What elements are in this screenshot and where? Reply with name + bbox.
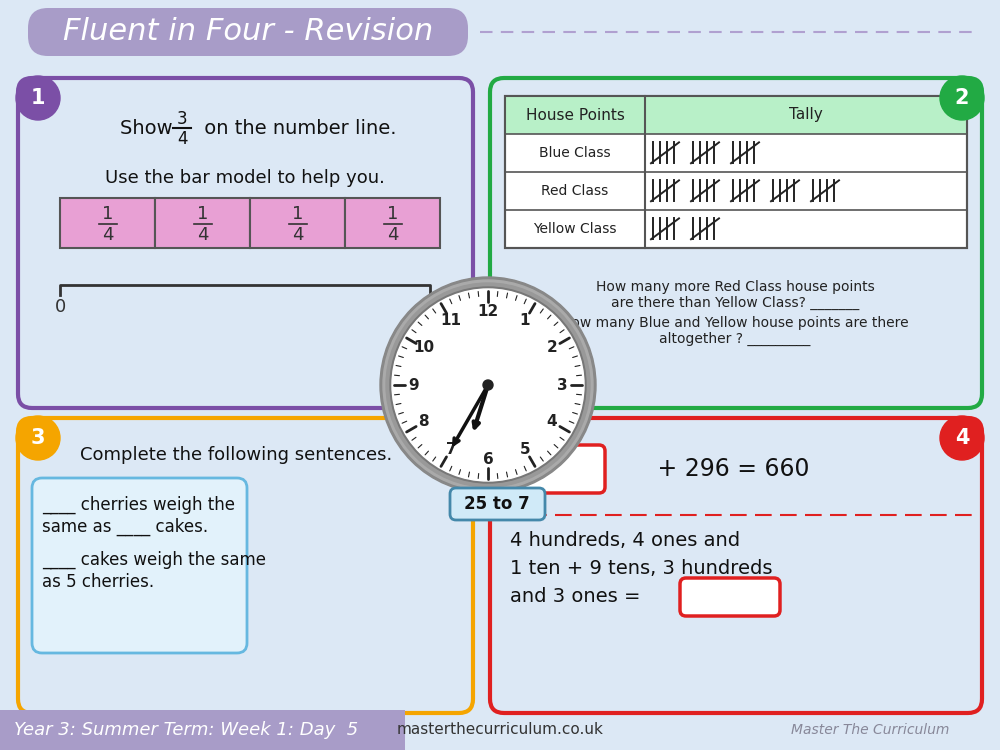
Text: Fluent in Four - Revision: Fluent in Four - Revision [63,17,433,46]
Circle shape [380,277,596,493]
Text: Yellow Class: Yellow Class [533,222,617,236]
Bar [60,198,155,248]
Text: 4: 4 [102,226,113,244]
FancyBboxPatch shape [490,78,982,408]
Text: 4: 4 [177,130,187,148]
Text: masterthecurriculum.co.uk: masterthecurriculum.co.uk [397,722,603,737]
Text: 11: 11 [440,314,461,328]
Text: 8: 8 [419,415,429,430]
Circle shape [386,283,590,487]
Text: 3: 3 [557,377,567,392]
Text: 4 hundreds, 4 ones and: 4 hundreds, 4 ones and [510,530,740,550]
FancyBboxPatch shape [450,488,545,520]
FancyBboxPatch shape [490,418,982,713]
Text: 4: 4 [197,226,208,244]
Text: ____ cherries weigh the: ____ cherries weigh the [42,496,235,514]
FancyBboxPatch shape [680,578,780,616]
Circle shape [390,287,586,483]
Text: same as ____ cakes.: same as ____ cakes. [42,518,208,536]
Circle shape [16,416,60,460]
Bar [505,96,967,248]
Text: 1: 1 [424,298,436,316]
Text: Blue Class: Blue Class [539,146,611,160]
Text: 7: 7 [446,442,456,457]
Circle shape [383,280,593,490]
Circle shape [392,289,584,481]
Circle shape [483,380,493,390]
Text: 6: 6 [483,452,493,466]
Text: as 5 cherries.: as 5 cherries. [42,573,154,591]
Text: Tally: Tally [789,107,823,122]
Text: 3: 3 [177,110,187,128]
FancyBboxPatch shape [18,418,473,713]
Bar [155,198,250,248]
Text: Year 3: Summer Term: Week 1: Day  5: Year 3: Summer Term: Week 1: Day 5 [14,721,358,739]
Text: 1 ten + 9 tens, 3 hundreds: 1 ten + 9 tens, 3 hundreds [510,559,772,578]
Bar [505,96,967,248]
Text: How many more Red Class house points: How many more Red Class house points [596,280,874,294]
Text: altogether ? _________: altogether ? _________ [659,332,811,346]
Text: 2: 2 [955,88,969,108]
Bar [345,198,440,248]
Bar [505,96,967,134]
Text: ____ cakes weigh the same: ____ cakes weigh the same [42,550,266,569]
Text: 0: 0 [54,298,66,316]
Text: 4: 4 [547,415,557,430]
Text: 4: 4 [387,226,398,244]
Text: 5: 5 [520,442,530,457]
Text: Complete the following sentences.: Complete the following sentences. [80,446,392,464]
Text: are there than Yellow Class? _______: are there than Yellow Class? _______ [611,296,859,310]
Text: on the number line.: on the number line. [198,118,396,137]
Text: and 3 ones =: and 3 ones = [510,586,640,605]
Text: 1: 1 [197,205,208,223]
Text: 4: 4 [292,226,303,244]
Text: 4: 4 [955,428,969,448]
Text: 25 to 7: 25 to 7 [464,495,530,513]
Text: Use the bar model to help you.: Use the bar model to help you. [105,169,385,187]
Text: 12: 12 [477,304,499,319]
FancyBboxPatch shape [18,78,473,408]
Text: 2: 2 [547,340,557,356]
Bar [0,710,405,750]
Circle shape [940,416,984,460]
Text: Master The Curriculum: Master The Curriculum [791,723,949,737]
Text: + 296 = 660: + 296 = 660 [650,457,810,481]
Text: How many Blue and Yellow house points are there: How many Blue and Yellow house points ar… [561,316,909,330]
Text: House Points: House Points [526,107,624,122]
Text: 1: 1 [387,205,398,223]
Text: Show: Show [120,118,179,137]
Circle shape [16,76,60,120]
FancyBboxPatch shape [32,478,247,653]
Text: 1: 1 [292,205,303,223]
Text: 1: 1 [102,205,113,223]
Text: 1: 1 [520,314,530,328]
Circle shape [940,76,984,120]
Bar [250,198,345,248]
Text: 9: 9 [409,377,419,392]
FancyBboxPatch shape [500,445,605,493]
Text: Red Class: Red Class [541,184,609,198]
Text: 1: 1 [31,88,45,108]
FancyBboxPatch shape [28,8,468,56]
Text: 10: 10 [413,340,434,356]
Text: 3: 3 [31,428,45,448]
